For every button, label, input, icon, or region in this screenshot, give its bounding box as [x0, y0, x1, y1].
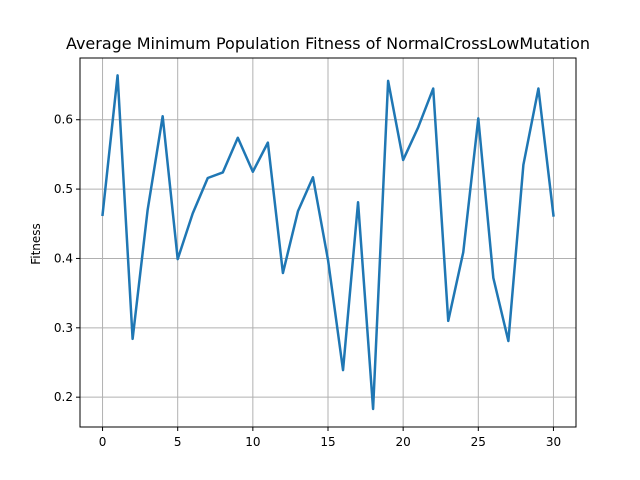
chart-title: Average Minimum Population Fitness of No… — [66, 34, 590, 53]
x-tick-label: 15 — [320, 435, 335, 449]
x-tick-label: 30 — [546, 435, 561, 449]
y-tick-label: 0.6 — [54, 113, 73, 127]
series-group — [101, 74, 555, 411]
y-tick-label: 0.5 — [54, 182, 73, 196]
x-tick-label: 20 — [396, 435, 411, 449]
x-tick-label: 5 — [174, 435, 182, 449]
y-axis-ticks: 0.2 0.3 0.4 0.5 0.6 — [54, 113, 80, 404]
x-tick-label: 0 — [99, 435, 107, 449]
y-tick-label: 0.3 — [54, 321, 73, 335]
x-tick-label: 10 — [245, 435, 260, 449]
x-axis-ticks: 0 5 10 15 20 25 30 — [99, 427, 561, 449]
y-tick-label: 0.2 — [54, 390, 73, 404]
x-tick-label: 25 — [471, 435, 486, 449]
y-axis-label: Fitness — [29, 223, 43, 265]
y-tick-label: 0.4 — [54, 251, 73, 265]
